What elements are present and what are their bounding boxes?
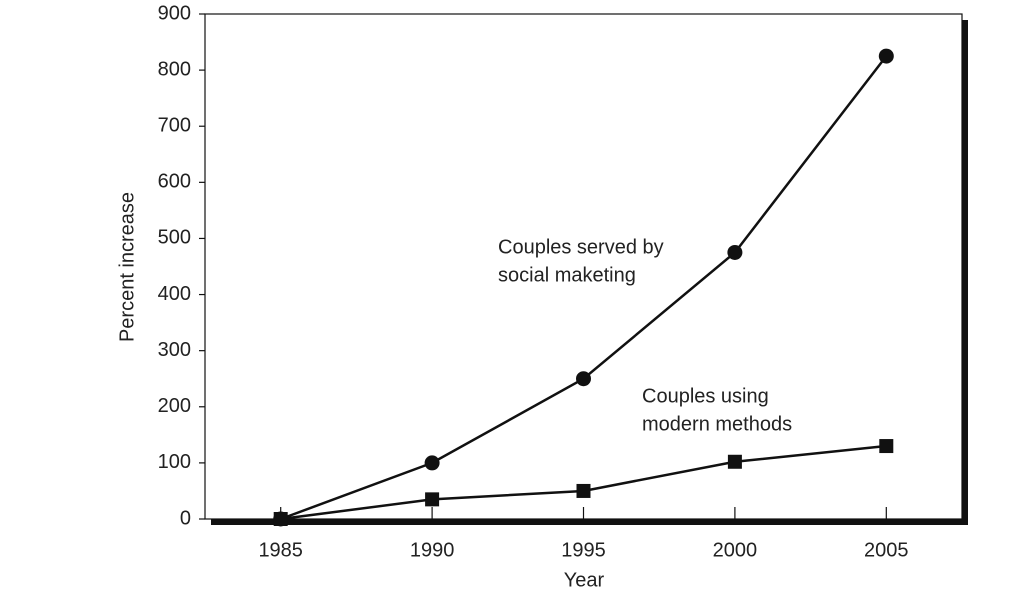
x-tick-label: 1995 <box>561 539 606 561</box>
marker <box>576 483 591 498</box>
marker <box>879 439 894 454</box>
annotation: social maketing <box>498 264 636 286</box>
plot-frame <box>204 13 963 520</box>
x-tick-label: 1985 <box>258 539 303 561</box>
y-tick-label: 900 <box>158 2 191 24</box>
x-tick-label: 2000 <box>713 539 758 561</box>
y-tick-label: 700 <box>158 115 191 137</box>
y-tick-label: 0 <box>180 507 191 529</box>
x-tick-label: 1990 <box>410 539 455 561</box>
marker <box>424 455 440 471</box>
y-tick-label: 400 <box>158 283 191 305</box>
marker <box>727 244 743 260</box>
y-tick-label: 800 <box>158 58 191 80</box>
marker <box>576 371 591 387</box>
y-tick-label: 500 <box>158 227 191 249</box>
x-tick-label: 2005 <box>864 539 909 561</box>
marker <box>273 512 288 526</box>
marker <box>425 492 440 507</box>
annotation: Couples using <box>642 385 769 407</box>
y-tick-label: 100 <box>158 451 191 473</box>
marker <box>878 48 894 64</box>
marker <box>727 454 742 469</box>
x-axis-label: Year <box>564 569 605 591</box>
y-axis-label: Percent increase <box>116 192 138 342</box>
y-tick-label: 300 <box>158 339 191 361</box>
annotation: modern methods <box>642 413 792 435</box>
y-tick-label: 200 <box>158 395 191 417</box>
annotation: Couples served by <box>498 236 664 258</box>
y-tick-label: 600 <box>158 171 191 193</box>
